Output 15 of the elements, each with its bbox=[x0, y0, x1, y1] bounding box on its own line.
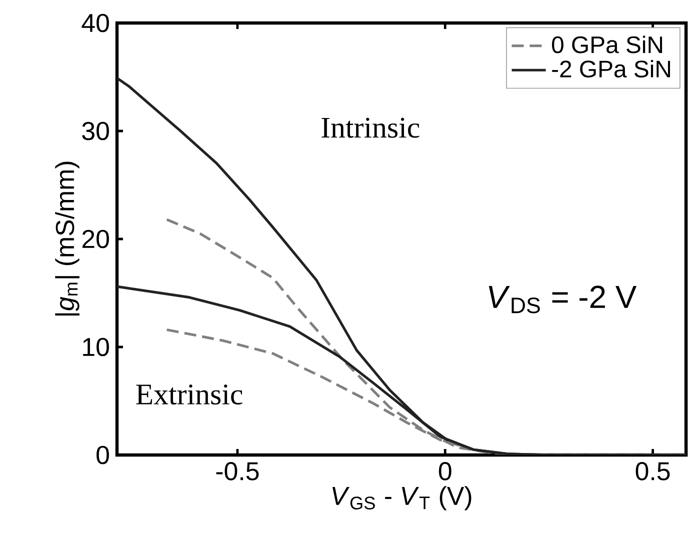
annotation: V$_{DS}$ = -2 V bbox=[488, 286, 637, 314]
legend-label: 0 GPa SiN bbox=[552, 36, 662, 54]
annotation: Intrinsic bbox=[322, 118, 420, 138]
x-tick-label: 0.5 bbox=[636, 462, 670, 480]
annotation: Extrinsic bbox=[136, 384, 242, 405]
y-tick-label: 40 bbox=[82, 14, 109, 32]
y-tick-label: 20 bbox=[82, 230, 109, 248]
y-tick-label: 0 bbox=[96, 446, 109, 464]
x-tick-label: -0.5 bbox=[216, 462, 259, 480]
x-tick-label: 0 bbox=[438, 462, 452, 480]
legend-label: -2 GPa SiN bbox=[552, 60, 670, 78]
y-tick-label: 30 bbox=[82, 122, 109, 140]
y-tick-label: 10 bbox=[83, 338, 109, 356]
x-axis-title: V$_{GS}$ - V$_{T}$ (V) bbox=[332, 486, 472, 510]
y-axis-title: |g$_{m}$| (mS/mm) bbox=[55, 162, 80, 316]
